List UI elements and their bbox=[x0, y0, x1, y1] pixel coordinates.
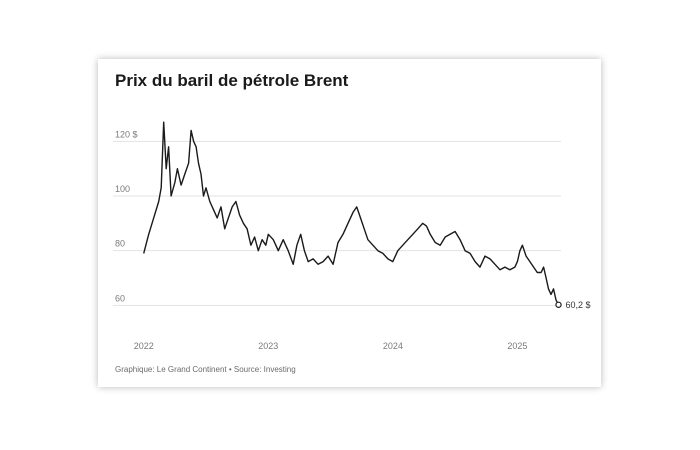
y-tick-label: 60 bbox=[115, 293, 125, 303]
chart-footer-source: Graphique: Le Grand Continent • Source: … bbox=[115, 365, 296, 374]
y-tick-label: 100 bbox=[115, 184, 130, 194]
x-axis-ticks: 2022 2023 2024 2025 bbox=[134, 341, 528, 351]
brent-price-chart: 120 $ 100 80 60 2022 2023 2024 2025 60,2 $ bbox=[113, 121, 591, 351]
chart-card: Prix du baril de pétrole Brent 120 $ 100 8… bbox=[98, 59, 601, 387]
y-tick-label: 80 bbox=[115, 239, 125, 249]
series-layer: 60,2 $ bbox=[143, 121, 591, 310]
x-tick-label: 2025 bbox=[507, 341, 527, 351]
x-tick-label: 2023 bbox=[258, 341, 278, 351]
last-value-label: 60,2 $ bbox=[566, 300, 591, 310]
brent-price-line bbox=[143, 121, 560, 306]
last-value-marker bbox=[555, 301, 562, 308]
y-tick-label: 120 $ bbox=[115, 129, 138, 139]
chart-title: Prix du baril de pétrole Brent bbox=[115, 71, 349, 90]
x-tick-label: 2022 bbox=[134, 341, 154, 351]
y-axis-ticks: 120 $ 100 80 60 bbox=[115, 129, 138, 303]
x-tick-label: 2024 bbox=[383, 341, 403, 351]
grid-layer bbox=[113, 140, 561, 306]
